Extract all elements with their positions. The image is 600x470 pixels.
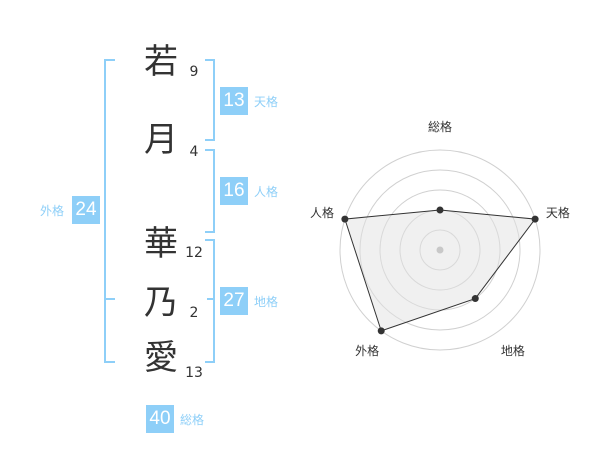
name-char: 若 (144, 42, 178, 82)
radar-point (436, 206, 444, 214)
name-char: 愛 (144, 338, 178, 378)
chikaku-bracket (205, 239, 215, 363)
radar-point (341, 215, 349, 223)
jinkaku-value: 16 (220, 177, 248, 205)
radar-axis-label: 人格 (310, 205, 335, 220)
radar-point (471, 295, 479, 303)
gaikaku-label: 外格 (40, 204, 65, 218)
bracket-tick (104, 298, 115, 300)
radar-point (377, 327, 385, 335)
stroke-count: 9 (189, 64, 199, 80)
jinkaku-bracket (205, 149, 215, 233)
tenkaku-value: 13 (220, 87, 248, 115)
chikaku-value: 27 (220, 287, 248, 315)
radar-point (531, 215, 539, 223)
stroke-count: 13 (185, 365, 203, 381)
radar-center (436, 246, 444, 254)
soukaku-label: 総格 (180, 413, 205, 427)
stroke-count: 12 (185, 245, 203, 261)
radar-ring (339, 149, 541, 351)
bracket-tick (207, 298, 215, 300)
gaikaku-value: 24 (72, 196, 100, 224)
name-char: 月 (144, 120, 178, 160)
gaikaku-bracket (104, 59, 115, 363)
name-char: 乃 (144, 283, 178, 323)
tenkaku-label: 天格 (254, 95, 279, 109)
radar-axis-label: 天格 (545, 205, 570, 220)
radar-axis-label: 総格 (427, 120, 452, 134)
radar-axis-label: 地格 (500, 344, 525, 359)
soukaku-value: 40 (146, 405, 174, 433)
jinkaku-label: 人格 (254, 185, 279, 199)
radar-area (344, 209, 537, 332)
tenkaku-bracket (205, 59, 215, 141)
name-char: 華 (144, 224, 178, 264)
radar-axis-label: 外格 (355, 344, 380, 359)
stroke-count: 4 (189, 144, 199, 160)
chikaku-label: 地格 (254, 295, 279, 309)
stroke-count: 2 (189, 305, 199, 321)
